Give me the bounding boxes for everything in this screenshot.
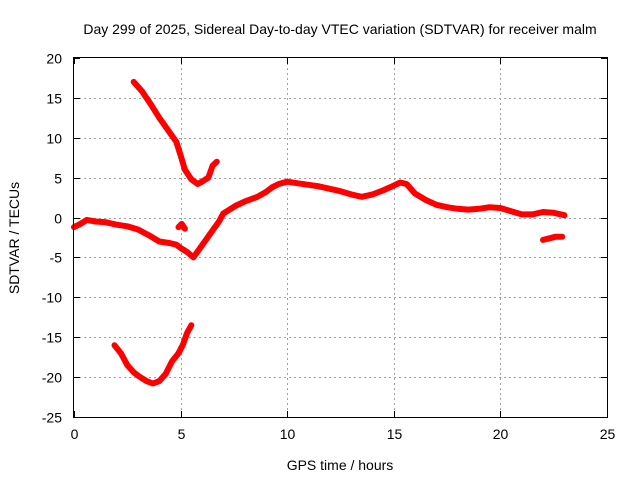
- x-tick-label: 10: [280, 426, 296, 442]
- y-axis-title: SDTVAR / TECUs: [6, 182, 22, 294]
- series-line-4: [175, 220, 188, 232]
- y-tick-label: -15: [42, 330, 62, 346]
- series-line-2: [130, 78, 220, 187]
- y-tick-label: -5: [50, 250, 63, 266]
- series-line-1: [71, 178, 568, 261]
- y-tick-label: 0: [54, 211, 62, 227]
- ticks: [74, 58, 608, 418]
- x-tick-label: 15: [387, 426, 403, 442]
- y-tick-label: 10: [46, 131, 62, 147]
- grid: [74, 58, 607, 417]
- series-layer: [71, 78, 568, 387]
- x-tick-label: 5: [178, 426, 186, 442]
- x-tick-label: 0: [71, 426, 79, 442]
- y-tick-label: -25: [42, 410, 62, 426]
- tick-labels: 0 5 10 15 20 25 -25 -20 -15 -10 -5 0 5 10 15 20: [42, 51, 616, 443]
- series-line-5: [540, 233, 566, 243]
- plot-frame: [73, 57, 608, 418]
- y-tick-label: 15: [46, 91, 62, 107]
- x-tick-label: 20: [493, 426, 509, 442]
- y-tick-label: -10: [42, 290, 62, 306]
- series-line-3: [111, 322, 195, 387]
- x-axis-title: GPS time / hours: [287, 457, 394, 473]
- y-tick-label: 20: [46, 51, 62, 67]
- chart-title: Day 299 of 2025, Sidereal Day-to-day VTE…: [83, 21, 596, 37]
- y-tick-label: -20: [42, 370, 62, 386]
- x-tick-label: 25: [600, 426, 616, 442]
- y-tick-label: 5: [54, 171, 62, 187]
